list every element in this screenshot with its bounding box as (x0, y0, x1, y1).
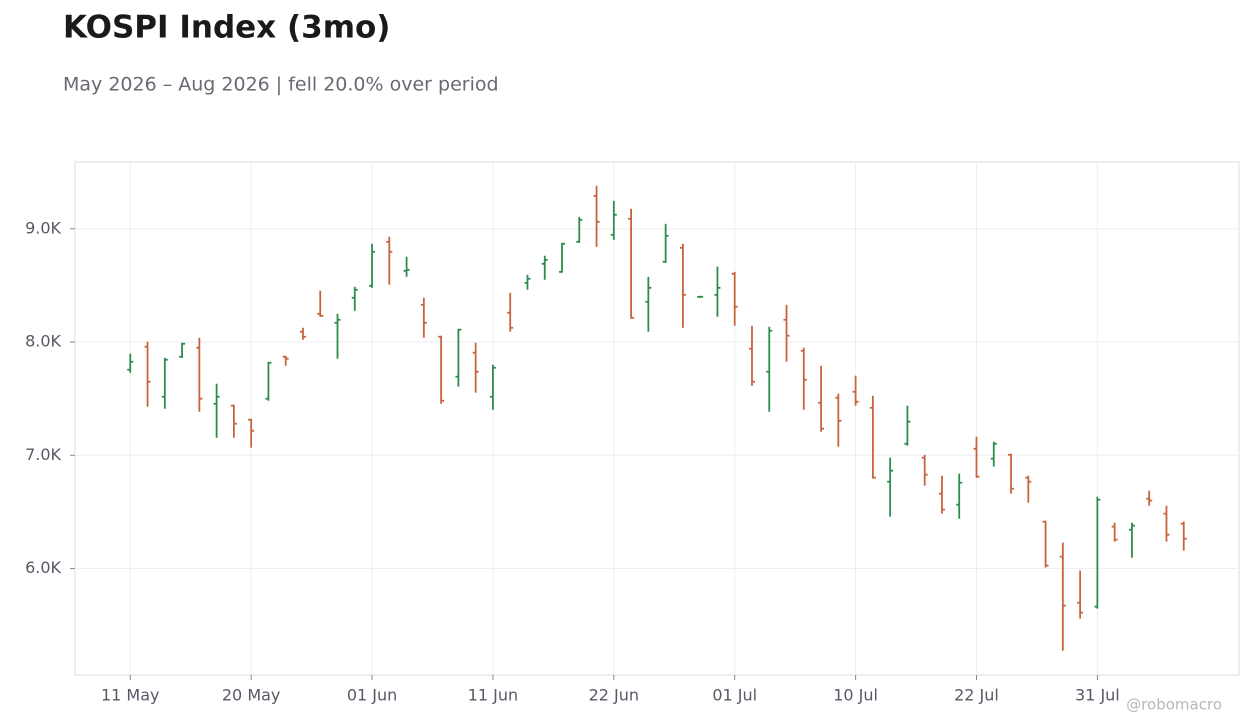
y-tick-label: 6.0K (25, 558, 61, 577)
x-tick-label: 01 Jul (712, 686, 757, 705)
x-tick-label: 22 Jul (954, 686, 999, 705)
plot-frame (74, 161, 1240, 676)
watermark: @robomacro (1126, 696, 1222, 714)
x-tick-label: 31 Jul (1075, 686, 1120, 705)
y-tick-label: 9.0K (25, 218, 61, 237)
x-tick-label: 11 Jun (468, 686, 518, 705)
x-tick-label: 01 Jun (347, 686, 397, 705)
chart-title: KOSPI Index (3mo) (63, 10, 390, 46)
chart-subtitle: May 2026 – Aug 2026 | fell 20.0% over pe… (63, 74, 499, 96)
x-tick-label: 11 May (101, 686, 160, 705)
y-tick-label: 8.0K (25, 332, 61, 351)
x-tick-label: 20 May (222, 686, 281, 705)
y-tick-label: 7.0K (25, 445, 61, 464)
x-tick-label: 10 Jul (833, 686, 878, 705)
x-tick-label: 22 Jun (589, 686, 639, 705)
